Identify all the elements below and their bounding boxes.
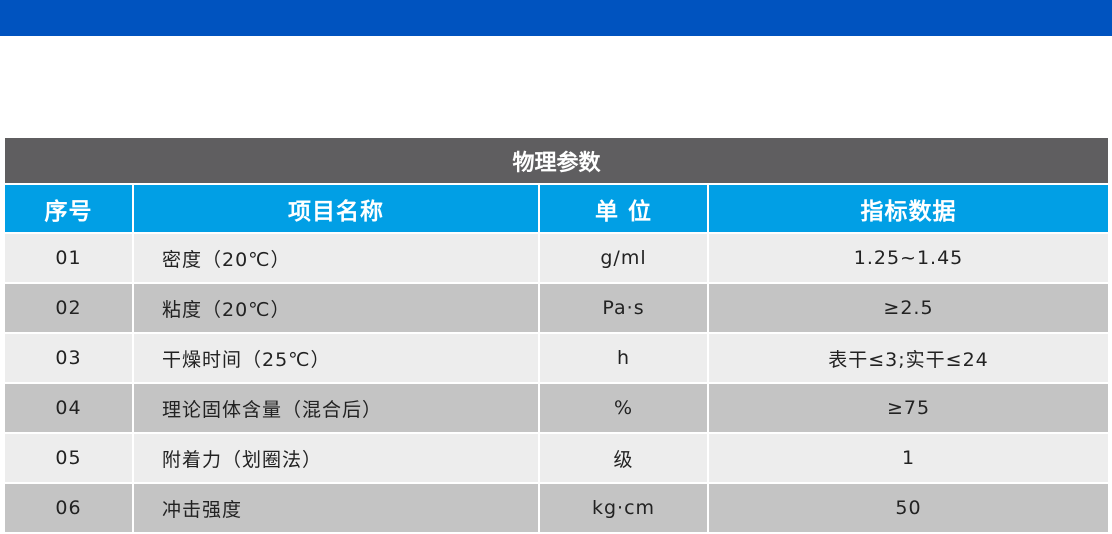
cell-value: ≥2.5	[709, 284, 1108, 332]
table-title: 物理参数	[5, 138, 1108, 185]
cell-value: 1	[709, 434, 1108, 482]
cell-number: 06	[5, 484, 132, 532]
table-header-row: 序号 项目名称 单 位 指标数据	[5, 185, 1108, 232]
cell-unit: h	[540, 334, 707, 382]
cell-number: 04	[5, 384, 132, 432]
cell-unit: 级	[540, 434, 707, 482]
cell-number: 01	[5, 234, 132, 282]
table-row: 03 干燥时间（25℃） h 表干≤3;实干≤24	[5, 334, 1108, 382]
header-unit: 单 位	[540, 185, 707, 232]
cell-unit: kg·cm	[540, 484, 707, 532]
physical-parameters-table: 物理参数 序号 项目名称 单 位 指标数据 01 密度（20℃） g/ml 1.25~…	[5, 138, 1108, 534]
cell-value: 50	[709, 484, 1108, 532]
cell-item-name: 干燥时间（25℃）	[134, 334, 538, 382]
cell-unit: %	[540, 384, 707, 432]
cell-number: 03	[5, 334, 132, 382]
cell-item-name: 理论固体含量（混合后）	[134, 384, 538, 432]
top-banner	[0, 0, 1112, 36]
cell-value: ≥75	[709, 384, 1108, 432]
table-row: 06 冲击强度 kg·cm 50	[5, 484, 1108, 532]
table-row: 02 粘度（20℃） Pa·s ≥2.5	[5, 284, 1108, 332]
cell-number: 05	[5, 434, 132, 482]
cell-unit: Pa·s	[540, 284, 707, 332]
table-row: 04 理论固体含量（混合后）% ≥75	[5, 384, 1108, 432]
table-row: 05 附着力（划圈法）级 1	[5, 434, 1108, 482]
cell-item-name: 附着力（划圈法）	[134, 434, 538, 482]
header-item-name: 项目名称	[134, 185, 538, 232]
cell-item-name: 冲击强度	[134, 484, 538, 532]
cell-item-name: 密度（20℃）	[134, 234, 538, 282]
cell-item-name: 粘度（20℃）	[134, 284, 538, 332]
cell-value: 1.25~1.45	[709, 234, 1108, 282]
cell-number: 02	[5, 284, 132, 332]
table-row: 01 密度（20℃） g/ml 1.25~1.45	[5, 234, 1108, 282]
cell-unit: g/ml	[540, 234, 707, 282]
header-number: 序号	[5, 185, 132, 232]
cell-value: 表干≤3;实干≤24	[709, 334, 1108, 382]
header-value: 指标数据	[709, 185, 1108, 232]
